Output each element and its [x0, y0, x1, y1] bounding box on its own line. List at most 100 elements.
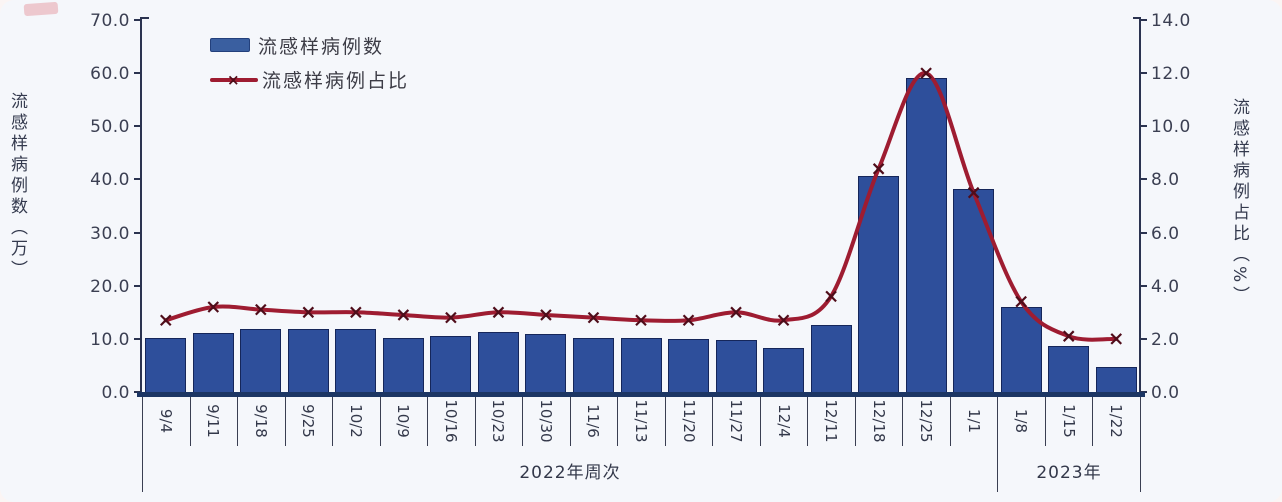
bar — [1095, 367, 1137, 392]
left-axis-tick-label: 0.0 — [101, 383, 130, 403]
x-cell-separator — [189, 397, 191, 446]
legend-label-ratio: 流感样病例占比 — [262, 69, 410, 92]
x-marker-icon — [445, 311, 457, 324]
x-cell-separator — [617, 397, 619, 446]
x-marker-icon — [967, 186, 980, 199]
x-marker-icon — [350, 306, 362, 319]
line-path — [163, 71, 1119, 342]
x-tick-label: 9/4 — [156, 408, 175, 434]
right-axis-tick-label: 2.0 — [1151, 329, 1180, 350]
bar-series-swatch-icon — [210, 38, 250, 52]
bar — [1048, 346, 1090, 392]
bar — [763, 348, 805, 392]
bar — [430, 336, 472, 392]
right-axis-title: 流感样病例占比（%） — [1229, 98, 1249, 308]
x-tick-label: 12/11 — [822, 399, 841, 443]
x-tick-label: 10/23 — [489, 399, 508, 443]
x-cell-separator — [1044, 397, 1046, 446]
x-marker-icon — [777, 314, 790, 327]
bar — [572, 337, 614, 392]
x-tick-label: 9/18 — [251, 404, 270, 438]
x-tick-label: 1/22 — [1107, 404, 1126, 438]
right-axis-tick-label: 6.0 — [1151, 223, 1180, 244]
x-marker-icon — [1015, 295, 1027, 308]
bar — [145, 337, 187, 392]
ratio-line-series — [159, 67, 1123, 345]
x-tick-label: 12/18 — [869, 399, 888, 443]
x-cell-separator — [759, 397, 761, 446]
line-series-swatch-icon: × — [210, 71, 258, 89]
legend: 流感样病例数 × 流感样病例占比 — [210, 28, 409, 96]
right-axis-tick — [1140, 72, 1147, 75]
left-axis-tick — [134, 284, 141, 287]
x-marker-icon — [872, 163, 885, 175]
left-axis-tick — [134, 125, 141, 128]
x-marker-icon — [682, 314, 695, 327]
left-axis-tick-label: 70.0 — [90, 11, 130, 31]
right-axis-tick-label: 4.0 — [1151, 276, 1180, 297]
x-cell-separator — [902, 397, 904, 446]
right-axis-tick-label: 0.0 — [1151, 383, 1180, 403]
x-tick-label: 1/8 — [1012, 408, 1031, 434]
bar — [192, 333, 234, 392]
x-marker-icon — [920, 67, 932, 79]
right-axis-tick-label: 10.0 — [1151, 117, 1191, 138]
bar — [905, 78, 947, 392]
x-tick-label: 11/27 — [727, 399, 746, 443]
x-group-label-2023: 2023年 — [1036, 463, 1102, 483]
left-axis-tick — [134, 72, 141, 75]
bar — [240, 328, 282, 392]
bar — [715, 340, 757, 392]
x-marker-icon — [207, 301, 220, 313]
bar — [335, 328, 377, 392]
x-cell-separator — [1092, 397, 1094, 446]
left-axis-tick — [134, 337, 141, 340]
x-axis-line — [137, 392, 1145, 397]
x-tick-label: 12/4 — [774, 404, 793, 438]
x-tick-label: 10/9 — [394, 404, 413, 438]
left-axis-tick — [134, 19, 141, 21]
x-tick-label: 1/1 — [964, 408, 983, 434]
bar — [382, 337, 424, 392]
left-axis-tick-label: 50.0 — [90, 117, 130, 138]
x-cell-separator — [569, 397, 571, 446]
x-group-separator — [142, 397, 143, 492]
x-group-separator — [997, 397, 999, 492]
left-axis-tick — [134, 231, 141, 234]
bar — [620, 338, 662, 392]
bar — [1000, 306, 1042, 392]
right-axis-tick — [1140, 125, 1147, 128]
x-tick-label: 11/6 — [584, 404, 603, 438]
bar — [668, 339, 710, 392]
left-axis-tick-label: 20.0 — [90, 276, 130, 297]
x-marker-icon — [255, 303, 267, 316]
legend-item-cases: 流感样病例数 — [210, 28, 409, 62]
left-axis-spine — [140, 17, 142, 392]
x-group-label-2022: 2022年周次 — [519, 463, 621, 483]
x-group-separator — [1140, 397, 1141, 492]
x-cell-separator — [474, 397, 476, 446]
x-cell-separator — [854, 397, 856, 446]
right-axis-tick — [1140, 178, 1147, 181]
right-axis-tick — [1140, 231, 1147, 234]
x-marker-icon — [397, 309, 410, 321]
left-axis-tick-label: 10.0 — [90, 329, 130, 350]
x-cell-separator — [664, 397, 666, 446]
bar — [287, 328, 329, 392]
x-cell-separator — [949, 397, 951, 446]
bar — [525, 334, 567, 392]
bar — [810, 325, 852, 392]
right-axis-tick-label: 14.0 — [1151, 11, 1191, 31]
x-cell-separator — [237, 397, 239, 446]
x-cell-separator — [712, 397, 714, 446]
x-tick-label: 1/15 — [1059, 404, 1078, 438]
x-cell-separator — [379, 397, 381, 446]
x-tick-label: 10/16 — [441, 399, 460, 443]
x-marker-icon — [587, 311, 600, 324]
right-axis-tick — [1140, 284, 1147, 287]
x-tick-label: 9/11 — [204, 404, 223, 438]
x-tick-label: 10/2 — [346, 404, 365, 438]
x-marker-icon — [730, 306, 742, 319]
left-axis-tick-label: 30.0 — [90, 223, 130, 244]
